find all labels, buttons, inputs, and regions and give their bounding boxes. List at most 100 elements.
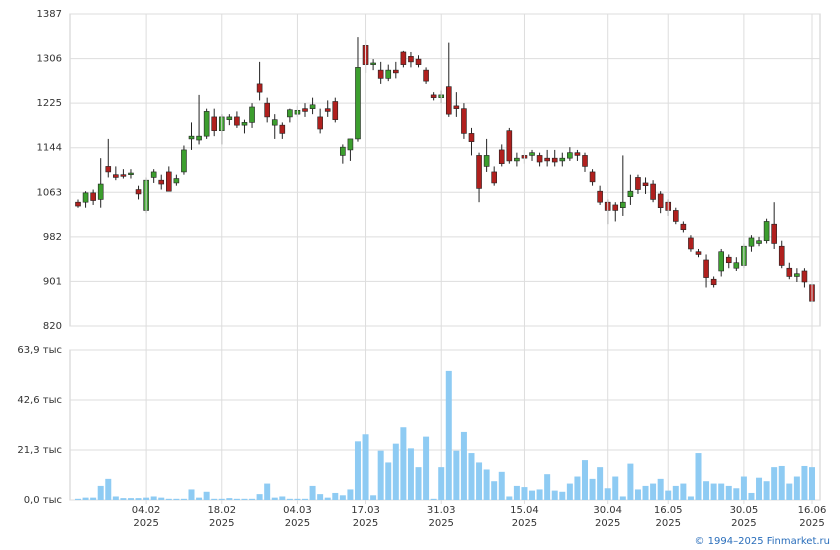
candle-body xyxy=(158,179,165,185)
x-tick-label: 30.04 2025 xyxy=(593,505,622,529)
candle-body xyxy=(506,130,513,162)
volume-bar xyxy=(423,436,430,500)
candle-body xyxy=(135,189,142,195)
volume-bar xyxy=(400,427,407,500)
volume-bar xyxy=(415,467,422,500)
candle-body xyxy=(234,116,240,126)
volume-bar xyxy=(317,494,324,500)
candle-body xyxy=(620,201,626,208)
volume-bar xyxy=(619,496,626,500)
volume-bar xyxy=(725,485,732,500)
x-tick-label: 18.02 2025 xyxy=(207,505,237,529)
volume-bar xyxy=(271,497,278,500)
volume-bar xyxy=(120,498,127,500)
candle-body xyxy=(703,259,709,278)
y-tick-label: 1306 xyxy=(37,54,62,65)
candle-body xyxy=(309,104,316,109)
volume-bar xyxy=(279,496,286,500)
candle-body xyxy=(642,182,649,186)
volume-bar xyxy=(180,498,187,500)
y-tick-label: 1225 xyxy=(37,98,62,109)
volume-bar xyxy=(105,478,112,500)
candle-body xyxy=(211,116,218,131)
candle-body xyxy=(657,193,664,208)
volume-bar xyxy=(294,498,301,500)
candle-body xyxy=(287,109,293,118)
volume-bar xyxy=(650,483,657,500)
candle-body xyxy=(786,267,793,277)
y-tick-label: 820 xyxy=(43,321,62,332)
plot-area xyxy=(69,349,821,501)
x-tick-label: 30.05 2025 xyxy=(729,505,759,529)
volume-bar xyxy=(286,498,293,500)
candle-body xyxy=(423,69,429,82)
volume-bar xyxy=(589,478,596,500)
volume-bar xyxy=(687,496,694,500)
candle-body xyxy=(226,116,233,120)
y-tick-label: 63,9 тыс xyxy=(17,345,62,356)
volume-bar xyxy=(90,497,97,500)
volume-bar xyxy=(370,495,377,500)
candle-body xyxy=(90,192,96,201)
candle-body xyxy=(173,178,180,184)
candle-body xyxy=(756,240,762,244)
volume-bar xyxy=(763,481,770,500)
candle-body xyxy=(128,172,134,175)
volume-bar xyxy=(778,465,785,500)
candle-body xyxy=(415,58,422,65)
volume-bar xyxy=(256,494,263,500)
volume-bar xyxy=(97,485,104,500)
y-tick-label: 982 xyxy=(43,232,62,243)
volume-bar xyxy=(362,434,369,500)
volume-bar xyxy=(354,441,361,500)
x-tick-label: 04.02 2025 xyxy=(131,505,161,529)
volume-bar xyxy=(75,498,81,500)
volume-bar xyxy=(430,498,437,500)
volume-bar xyxy=(324,497,331,500)
volume-bar xyxy=(143,497,150,500)
candle-body xyxy=(710,278,717,286)
volume-bar xyxy=(445,370,452,500)
candle-body xyxy=(529,152,535,156)
volume-bar xyxy=(703,481,710,500)
candle-body xyxy=(196,135,202,141)
volume-bar xyxy=(385,462,392,500)
candle-body xyxy=(75,201,81,207)
volume-bar xyxy=(748,492,755,500)
volume-bar xyxy=(188,489,195,500)
volume-bar xyxy=(695,453,702,500)
volume-bar xyxy=(302,498,309,500)
footer[interactable]: © 1994–2025 Finmarket.ru xyxy=(694,536,830,547)
volume-bar xyxy=(801,465,808,500)
candle-body xyxy=(491,171,497,184)
volume-bar xyxy=(233,498,240,500)
volume-bar xyxy=(521,487,528,500)
y-tick-label: 42,6 тыс xyxy=(17,395,62,406)
candle-body xyxy=(574,152,581,156)
volume-bar xyxy=(612,476,619,500)
candle-body xyxy=(249,106,255,123)
candle-body xyxy=(778,245,785,266)
candle-body xyxy=(483,155,490,167)
x-tick-label: 16.05 2025 xyxy=(653,505,683,529)
candle-body xyxy=(794,273,800,277)
candle-body xyxy=(650,183,656,200)
candle-body xyxy=(279,124,286,134)
x-tick-label: 31.03 2025 xyxy=(426,505,456,529)
volume-bar xyxy=(809,467,815,500)
volume-bar xyxy=(249,498,256,500)
volume-bar xyxy=(544,474,551,500)
volume-bar xyxy=(165,498,172,500)
candle-body xyxy=(627,190,634,197)
volume-bar xyxy=(604,488,611,500)
candle-body xyxy=(589,171,596,183)
volume-bar xyxy=(574,476,581,500)
x-tick-label: 16.06 2025 xyxy=(797,505,827,529)
volume-bar xyxy=(211,498,218,500)
volume-bar xyxy=(407,448,414,500)
volume-bar xyxy=(786,483,793,500)
volume-bar xyxy=(309,485,316,500)
volume-bar xyxy=(551,490,558,500)
